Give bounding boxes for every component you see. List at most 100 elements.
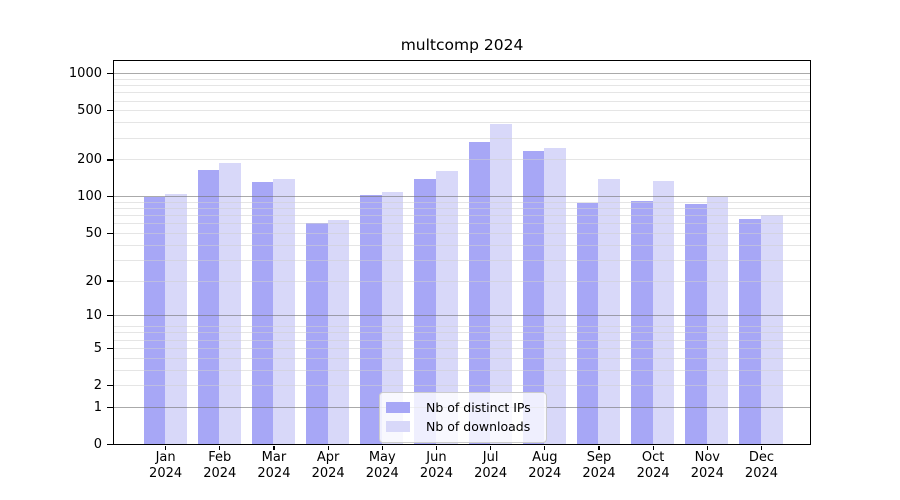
y-tick-label-50: 50	[85, 225, 102, 241]
y-tick-label-5: 5	[93, 340, 102, 356]
gridline-900	[114, 78, 810, 80]
x-tick-mark	[490, 445, 492, 450]
y-tick-label-200: 200	[77, 152, 102, 168]
gridline-7	[114, 332, 810, 334]
bar-jan-distinct-ips	[143, 197, 166, 444]
bar-sep-downloads	[598, 178, 621, 444]
gridline-4	[114, 357, 810, 359]
x-tick-label-aug: Aug 2024	[528, 449, 562, 482]
x-tick-label-oct: Oct 2024	[636, 449, 670, 482]
y-tick-label-100: 100	[77, 189, 102, 205]
x-tick-mark	[327, 445, 329, 450]
gridline-70	[114, 215, 810, 217]
x-tick-mark	[544, 445, 546, 450]
bar-mar-downloads	[273, 178, 296, 444]
y-tick-mark	[107, 73, 113, 75]
bar-dec-distinct-ips	[739, 218, 761, 444]
x-tick-mark	[706, 445, 708, 450]
gridline-30	[114, 259, 810, 261]
legend-item-downloads: Nb of downloads	[386, 417, 538, 436]
y-tick-label-0: 0	[93, 437, 102, 452]
x-tick-mark	[273, 445, 275, 450]
y-tick-mark	[107, 110, 113, 112]
gridline-50	[114, 232, 810, 234]
bar-may-distinct-ips	[360, 195, 382, 444]
gridline-300	[114, 137, 810, 139]
x-tick-mark	[652, 445, 654, 450]
bar-nov-downloads	[706, 197, 729, 444]
legend-label-distinct-ips: Nb of distinct IPs	[426, 400, 531, 415]
gridline-20	[114, 280, 810, 282]
x-tick-label-may: May 2024	[365, 449, 399, 482]
bar-mar-distinct-ips	[251, 181, 274, 444]
y-tick-label-1: 1	[93, 399, 102, 415]
bar-nov-distinct-ips	[685, 204, 707, 444]
x-tick-label-jan: Jan 2024	[149, 449, 183, 482]
gridline-100	[114, 196, 810, 198]
y-tick-mark	[107, 232, 113, 235]
x-tick-mark	[598, 445, 600, 450]
gridline-700	[114, 92, 810, 94]
y-tick-mark	[107, 315, 113, 317]
bar-jul-distinct-ips	[468, 142, 491, 444]
y-tick-label-500: 500	[77, 103, 102, 119]
gridline-8	[114, 326, 810, 328]
gridline-400	[114, 122, 810, 124]
bar-jan-downloads	[165, 193, 187, 444]
gridline-40	[114, 244, 810, 246]
y-tick-mark	[107, 406, 113, 408]
x-tick-label-dec: Dec 2024	[744, 449, 779, 482]
gridline-6	[114, 339, 810, 341]
y-tick-label-2: 2	[93, 378, 102, 394]
x-tick-mark	[219, 445, 221, 450]
plot-area	[113, 60, 811, 445]
gridline-2	[114, 385, 810, 387]
y-tick-mark	[107, 443, 113, 446]
gridline-200	[114, 159, 810, 161]
bar-feb-distinct-ips	[197, 169, 220, 444]
legend-label-downloads: Nb of downloads	[426, 419, 531, 434]
y-tick-label-10: 10	[85, 308, 102, 324]
bar-oct-downloads	[652, 180, 675, 444]
legend-swatch-distinct-ips-icon	[386, 402, 410, 413]
chart-title: multcomp 2024	[400, 36, 524, 54]
x-tick-label-nov: Nov 2024	[690, 449, 724, 482]
x-tick-label-jul: Jul 2024	[474, 449, 508, 482]
x-tick-label-sep: Sep 2024	[582, 449, 616, 482]
x-tick-mark	[435, 445, 438, 450]
gridline-3	[114, 369, 810, 371]
x-tick-label-feb: Feb 2024	[203, 449, 237, 482]
bar-apr-downloads	[327, 220, 350, 444]
bar-oct-distinct-ips	[631, 200, 653, 444]
x-tick-mark	[760, 445, 763, 450]
x-tick-label-apr: Apr 2024	[311, 449, 345, 482]
legend-swatch-downloads-icon	[386, 421, 410, 432]
x-tick-label-mar: Mar 2024	[257, 449, 291, 482]
bar-may-downloads	[381, 192, 404, 444]
y-tick-label-20: 20	[85, 273, 102, 289]
legend-item-distinct-ips: Nb of distinct IPs	[386, 398, 538, 417]
bar-jun-downloads	[435, 171, 458, 444]
gridline-90	[114, 201, 810, 203]
y-tick-mark	[107, 347, 113, 350]
bar-sep-distinct-ips	[576, 203, 599, 444]
gridline-60	[114, 223, 810, 225]
y-tick-mark	[107, 196, 113, 198]
gridline-1000	[114, 73, 810, 75]
legend: Nb of distinct IPs Nb of downloads	[379, 392, 547, 443]
gridline-10	[114, 315, 810, 317]
y-tick-mark	[107, 384, 113, 387]
x-tick-label-jun: Jun 2024	[419, 449, 453, 482]
gridline-5	[114, 347, 810, 349]
y-tick-mark	[107, 280, 113, 282]
x-tick-mark	[165, 445, 167, 450]
gridline-800	[114, 85, 810, 87]
bar-jul-downloads	[490, 124, 512, 444]
y-tick-label-1000: 1000	[68, 66, 102, 82]
bar-aug-downloads	[544, 147, 566, 444]
x-tick-mark	[381, 445, 383, 450]
y-tick-mark	[107, 159, 113, 161]
gridline-80	[114, 208, 810, 210]
gridline-600	[114, 100, 810, 102]
